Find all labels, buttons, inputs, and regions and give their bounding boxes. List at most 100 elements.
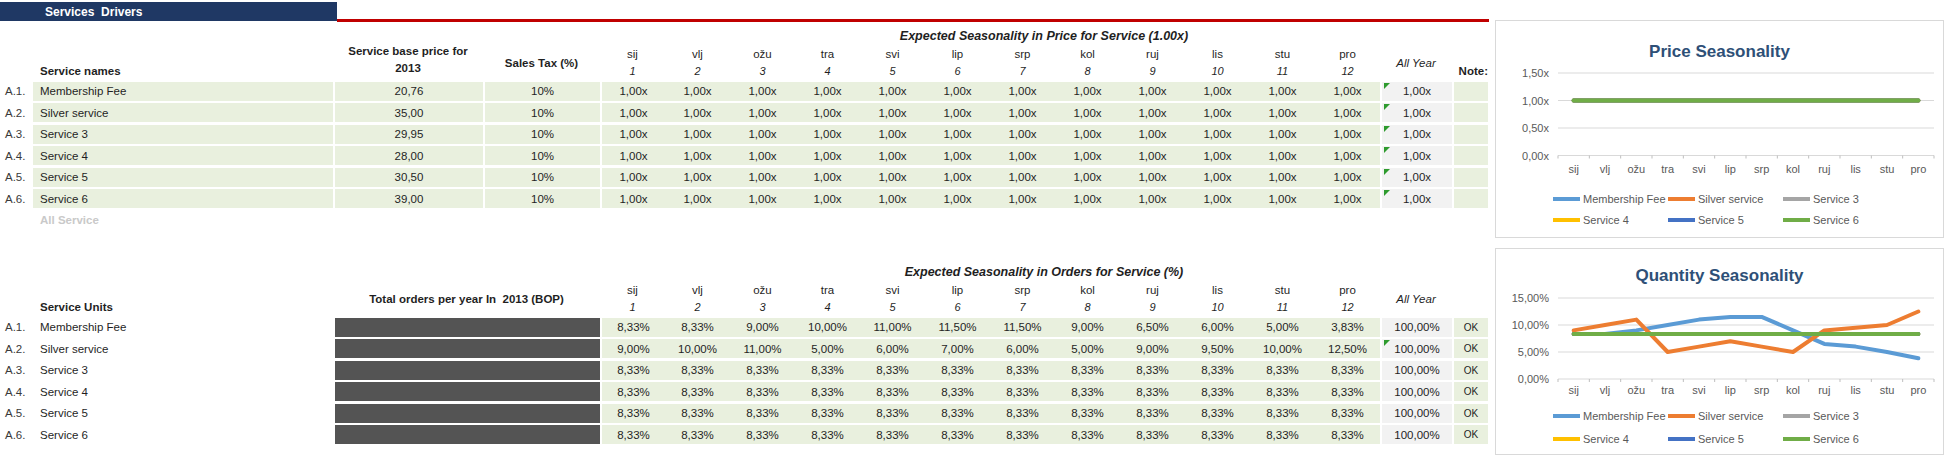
- month-value-cell[interactable]: 1,00x: [1250, 125, 1315, 144]
- month-value-cell[interactable]: 1,00x: [1250, 82, 1315, 101]
- month-value-cell[interactable]: 1,00x: [1185, 103, 1250, 122]
- month-value-cell[interactable]: 8,33%: [1120, 361, 1185, 380]
- month-value-cell[interactable]: 1,00x: [730, 168, 795, 187]
- month-value-cell[interactable]: 8,33%: [600, 382, 665, 401]
- month-value-cell[interactable]: 1,00x: [925, 189, 990, 208]
- month-value-cell[interactable]: 1,00x: [1250, 189, 1315, 208]
- month-value-cell[interactable]: 1,00x: [925, 125, 990, 144]
- month-value-cell[interactable]: 8,33%: [730, 361, 795, 380]
- month-value-cell[interactable]: 5,00%: [795, 339, 860, 358]
- month-value-cell[interactable]: 1,00x: [925, 103, 990, 122]
- month-value-cell[interactable]: 1,00x: [925, 82, 990, 101]
- sales-tax-cell[interactable]: 10%: [483, 146, 600, 165]
- sales-tax-cell[interactable]: 10%: [483, 103, 600, 122]
- month-value-cell[interactable]: 8,33%: [1055, 361, 1120, 380]
- price-seasonality-chart[interactable]: Price Seasonality0,00x0,50x1,00x1,50xsij…: [1495, 20, 1944, 238]
- sales-tax-cell[interactable]: 10%: [483, 189, 600, 208]
- month-value-cell[interactable]: 1,00x: [1055, 189, 1120, 208]
- month-value-cell[interactable]: 8,33%: [665, 404, 730, 423]
- month-value-cell[interactable]: 1,00x: [1185, 189, 1250, 208]
- month-value-cell[interactable]: 1,00x: [1315, 125, 1380, 144]
- month-value-cell[interactable]: 1,00x: [990, 103, 1055, 122]
- month-value-cell[interactable]: 8,33%: [730, 382, 795, 401]
- month-value-cell[interactable]: 8,33%: [1315, 425, 1380, 444]
- month-value-cell[interactable]: 1,00x: [1315, 168, 1380, 187]
- month-value-cell[interactable]: 6,00%: [860, 339, 925, 358]
- month-value-cell[interactable]: 1,00x: [860, 82, 925, 101]
- month-value-cell[interactable]: 1,00x: [1250, 146, 1315, 165]
- month-value-cell[interactable]: 8,33%: [730, 425, 795, 444]
- month-value-cell[interactable]: 1,00x: [1185, 168, 1250, 187]
- month-value-cell[interactable]: 8,33%: [990, 382, 1055, 401]
- month-value-cell[interactable]: 1,00x: [730, 103, 795, 122]
- month-value-cell[interactable]: 8,33%: [1185, 361, 1250, 380]
- month-value-cell[interactable]: 1,00x: [795, 168, 860, 187]
- month-value-cell[interactable]: 8,33%: [665, 361, 730, 380]
- month-value-cell[interactable]: 1,00x: [860, 125, 925, 144]
- month-value-cell[interactable]: 8,33%: [730, 404, 795, 423]
- month-value-cell[interactable]: 1,00x: [600, 103, 665, 122]
- month-value-cell[interactable]: 8,33%: [860, 425, 925, 444]
- month-value-cell[interactable]: 1,00x: [665, 168, 730, 187]
- month-value-cell[interactable]: 9,00%: [1120, 339, 1185, 358]
- month-value-cell[interactable]: 10,00%: [1250, 339, 1315, 358]
- month-value-cell[interactable]: 8,33%: [860, 404, 925, 423]
- month-value-cell[interactable]: 11,00%: [860, 318, 925, 337]
- month-value-cell[interactable]: 1,00x: [665, 146, 730, 165]
- month-value-cell[interactable]: 8,33%: [1185, 404, 1250, 423]
- total-orders-hidden-cell[interactable]: [333, 425, 600, 444]
- month-value-cell[interactable]: 1,00x: [1185, 125, 1250, 144]
- month-value-cell[interactable]: 8,33%: [925, 404, 990, 423]
- month-value-cell[interactable]: 9,00%: [730, 318, 795, 337]
- service-name-cell[interactable]: Service 3: [33, 361, 333, 380]
- total-orders-hidden-cell[interactable]: [333, 318, 600, 337]
- sales-tax-cell[interactable]: 10%: [483, 82, 600, 101]
- month-value-cell[interactable]: 1,00x: [990, 82, 1055, 101]
- base-price-cell[interactable]: 20,76: [333, 82, 483, 101]
- service-name-cell[interactable]: Service 4: [33, 382, 333, 401]
- month-value-cell[interactable]: 1,00x: [665, 125, 730, 144]
- service-name-cell[interactable]: Membership Fee: [33, 82, 333, 101]
- month-value-cell[interactable]: 6,50%: [1120, 318, 1185, 337]
- month-value-cell[interactable]: 10,00%: [665, 339, 730, 358]
- month-value-cell[interactable]: 8,33%: [795, 404, 860, 423]
- month-value-cell[interactable]: 11,00%: [730, 339, 795, 358]
- month-value-cell[interactable]: 8,33%: [1315, 404, 1380, 423]
- month-value-cell[interactable]: 1,00x: [1120, 168, 1185, 187]
- month-value-cell[interactable]: 1,00x: [925, 146, 990, 165]
- month-value-cell[interactable]: 1,00x: [665, 189, 730, 208]
- month-value-cell[interactable]: 8,33%: [990, 425, 1055, 444]
- month-value-cell[interactable]: 8,33%: [990, 361, 1055, 380]
- month-value-cell[interactable]: 8,33%: [795, 425, 860, 444]
- month-value-cell[interactable]: 8,33%: [1120, 382, 1185, 401]
- month-value-cell[interactable]: 1,00x: [990, 125, 1055, 144]
- month-value-cell[interactable]: 1,00x: [795, 103, 860, 122]
- month-value-cell[interactable]: 1,00x: [860, 189, 925, 208]
- month-value-cell[interactable]: 1,00x: [795, 146, 860, 165]
- month-value-cell[interactable]: 11,50%: [925, 318, 990, 337]
- service-name-cell[interactable]: Service 6: [33, 189, 333, 208]
- month-value-cell[interactable]: 1,00x: [1315, 189, 1380, 208]
- month-value-cell[interactable]: 5,00%: [1250, 318, 1315, 337]
- month-value-cell[interactable]: 1,00x: [1055, 103, 1120, 122]
- service-name-cell[interactable]: Service 5: [33, 404, 333, 423]
- month-value-cell[interactable]: 1,00x: [860, 146, 925, 165]
- month-value-cell[interactable]: 8,33%: [795, 382, 860, 401]
- month-value-cell[interactable]: 10,00%: [795, 318, 860, 337]
- sales-tax-cell[interactable]: 10%: [483, 168, 600, 187]
- month-value-cell[interactable]: 9,00%: [1055, 318, 1120, 337]
- base-price-cell[interactable]: 28,00: [333, 146, 483, 165]
- month-value-cell[interactable]: 8,33%: [860, 382, 925, 401]
- month-value-cell[interactable]: 1,00x: [730, 146, 795, 165]
- service-name-cell[interactable]: Service 4: [33, 146, 333, 165]
- month-value-cell[interactable]: 8,33%: [665, 425, 730, 444]
- month-value-cell[interactable]: 1,00x: [860, 168, 925, 187]
- base-price-cell[interactable]: 29,95: [333, 125, 483, 144]
- month-value-cell[interactable]: 1,00x: [1315, 146, 1380, 165]
- month-value-cell[interactable]: 7,00%: [925, 339, 990, 358]
- month-value-cell[interactable]: 1,00x: [795, 125, 860, 144]
- month-value-cell[interactable]: 8,33%: [1250, 361, 1315, 380]
- sales-tax-cell[interactable]: 10%: [483, 125, 600, 144]
- month-value-cell[interactable]: 8,33%: [925, 361, 990, 380]
- month-value-cell[interactable]: 12,50%: [1315, 339, 1380, 358]
